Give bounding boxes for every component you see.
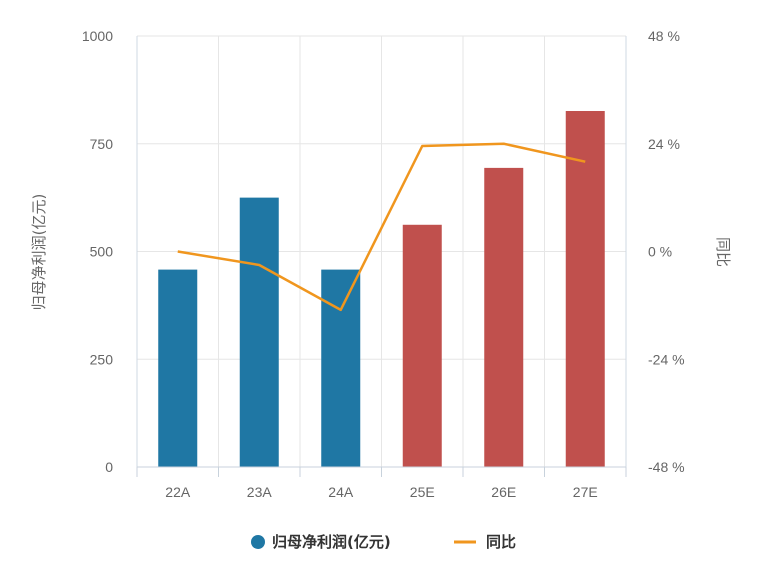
y-tick-left: 500	[90, 244, 114, 260]
x-tick-label: 26E	[491, 484, 516, 500]
line-series	[177, 142, 586, 312]
legend-bar-label: 归母净利润(亿元)	[272, 533, 391, 551]
y-tick-right: 0 %	[648, 244, 672, 260]
legend-bar-marker	[251, 535, 265, 549]
bar-26E	[484, 167, 524, 468]
x-tick-label: 27E	[573, 484, 598, 500]
y-tick-right: 48 %	[648, 28, 680, 44]
y-tick-left: 1000	[82, 28, 113, 44]
right-axis-ticks: -48 % -24 % 0 % 24 % 48 %	[648, 28, 685, 475]
legend-line-label: 同比	[486, 533, 516, 551]
bar-series	[158, 110, 605, 468]
line-series-path	[177, 142, 586, 312]
y-tick-left: 0	[105, 459, 113, 475]
y-tick-right: -24 %	[648, 351, 685, 367]
x-tick-label: 22A	[165, 484, 191, 500]
x-axis-ticks: 22A 23A 24A 25E 26E 27E	[165, 484, 597, 500]
y-tick-right: -48 %	[648, 459, 685, 475]
bar-27E	[565, 110, 605, 467]
y-tick-left: 250	[90, 351, 114, 367]
y-tick-right: 24 %	[648, 136, 680, 152]
bar-22A	[158, 269, 198, 467]
y-tick-left: 750	[90, 136, 114, 152]
x-tick-label: 23A	[247, 484, 273, 500]
x-tick-label: 25E	[410, 484, 435, 500]
y-axis-left-title: 归母净利润(亿元)	[30, 194, 48, 311]
bar-25E	[402, 224, 442, 467]
bar-24A	[321, 269, 361, 467]
grid-lines	[136, 35, 627, 467]
legend: 归母净利润(亿元) 同比	[251, 533, 516, 551]
x-tick-label: 24A	[328, 484, 354, 500]
bar-23A	[239, 197, 279, 467]
left-axis-ticks: 0 250 500 750 1000	[82, 28, 113, 475]
y-axis-right-title: 同比	[714, 237, 732, 267]
axes	[136, 36, 627, 477]
